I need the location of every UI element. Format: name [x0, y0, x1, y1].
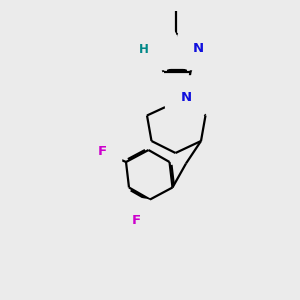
Text: F: F [132, 214, 141, 227]
Text: H: H [139, 43, 148, 56]
Text: N: N [180, 91, 192, 104]
Text: F: F [98, 145, 106, 158]
Text: N: N [150, 41, 162, 55]
Text: N: N [192, 41, 204, 55]
